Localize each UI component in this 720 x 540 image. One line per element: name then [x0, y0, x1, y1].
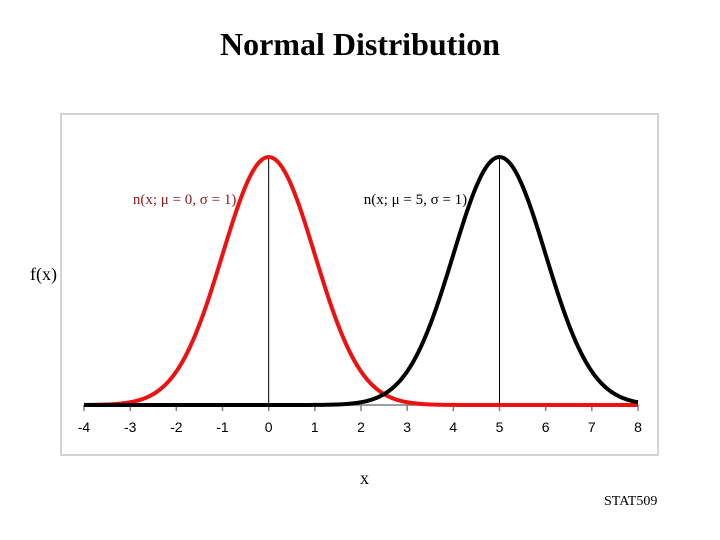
x-tick-label: 1	[311, 419, 319, 435]
y-axis-label: f(x)	[30, 264, 57, 284]
x-tick-label: -1	[216, 419, 229, 435]
footer-course-code: STAT509	[604, 494, 658, 509]
x-tick-label: 5	[496, 419, 504, 435]
curve-annotation-1: n(x; μ = 5, σ = 1)	[364, 192, 467, 208]
normal-distribution-chart: -4 -3 -2 -1 0 1 2 3 4 5 6 7 8 n(x; μ = 0, σ = 1) n(x; …	[60, 113, 659, 456]
x-tick-label: 6	[542, 419, 550, 435]
x-tick-label: -2	[170, 419, 183, 435]
density-curve-1	[84, 155, 639, 407]
x-axis-label: x	[360, 468, 369, 488]
x-tick-label: -3	[124, 419, 137, 435]
x-tick-label: 8	[634, 419, 642, 435]
page-title: Normal Distribution	[220, 26, 500, 62]
curve-annotation-0: n(x; μ = 0, σ = 1)	[133, 192, 236, 208]
plot-frame	[60, 113, 659, 456]
x-tick-label: 4	[449, 419, 457, 435]
density-curve-0	[83, 155, 638, 407]
x-tick-label: 0	[265, 419, 273, 435]
x-tick-label: 2	[357, 419, 365, 435]
x-tick-label: 7	[588, 419, 596, 435]
x-tick-label: 3	[403, 419, 411, 435]
x-tick-label: -4	[78, 419, 91, 435]
